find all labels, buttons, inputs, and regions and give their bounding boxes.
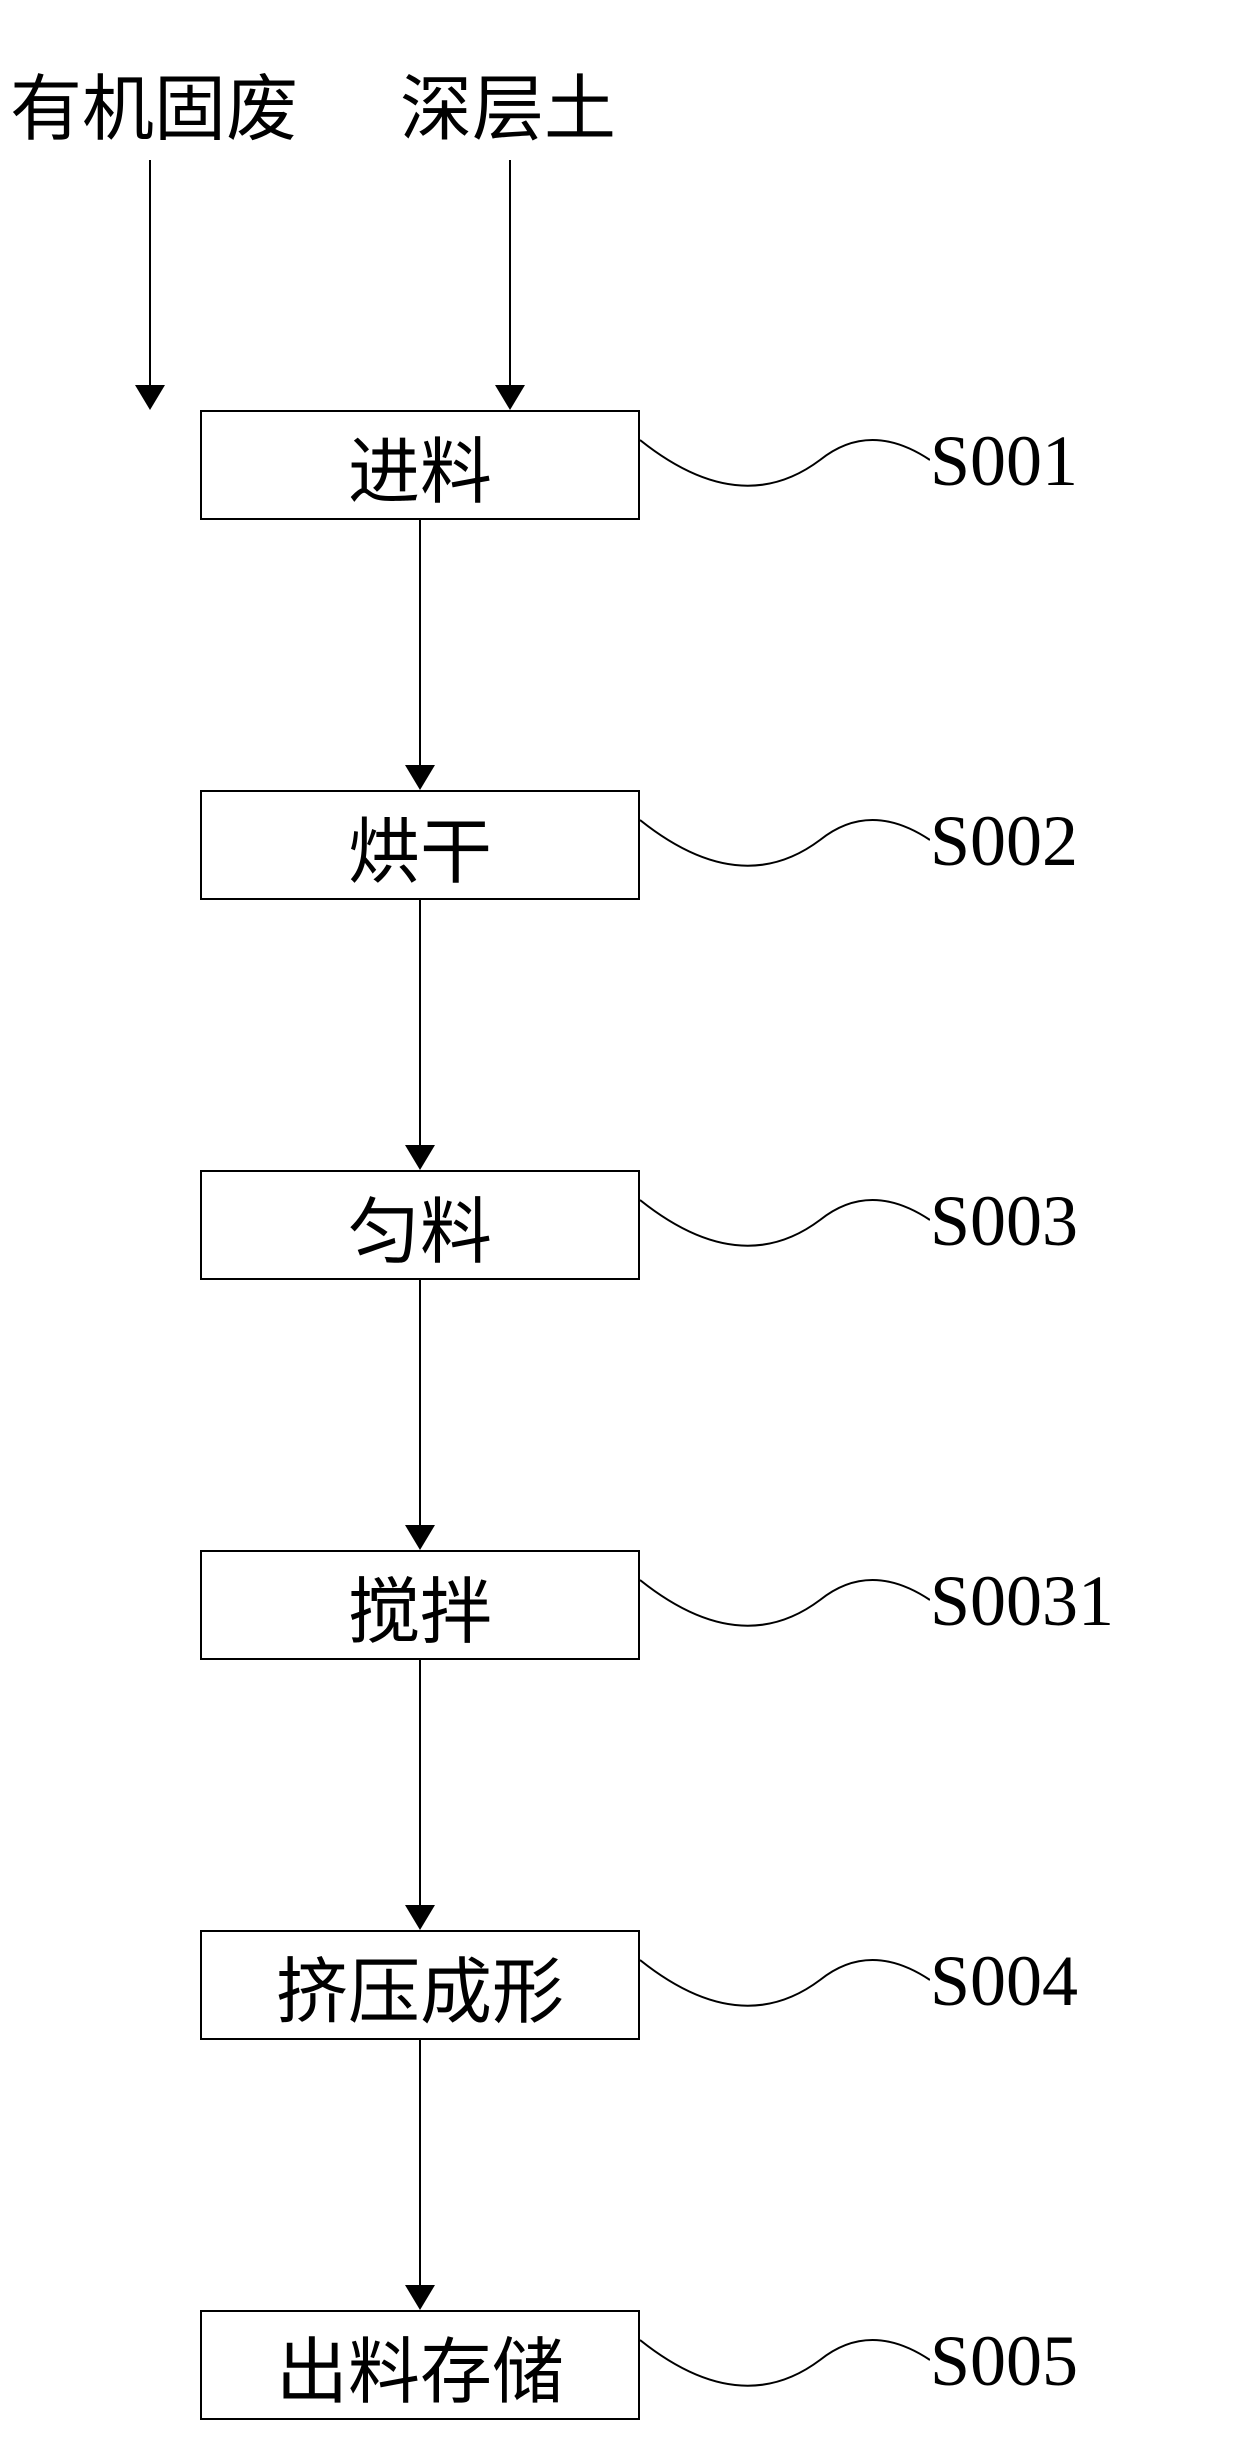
- input-arrow-2-line: [509, 160, 511, 395]
- connector-s002: [640, 790, 930, 890]
- input-arrow-1-head: [135, 385, 165, 410]
- step-arrow-3-line: [419, 1280, 421, 1535]
- step-arrow-5-line: [419, 2040, 421, 2295]
- step-label-s005: S005: [930, 2320, 1078, 2403]
- process-box-s0031: 搅拌: [200, 1550, 640, 1660]
- connector-s001: [640, 410, 930, 510]
- step-label-s001: S001: [930, 420, 1078, 503]
- step-label-s004: S004: [930, 1940, 1078, 2023]
- process-label-s005: 出料存储: [276, 2313, 564, 2418]
- process-label-s003: 匀料: [348, 1173, 492, 1278]
- input-label-1: 有机固废: [10, 50, 298, 155]
- step-arrow-1-head: [405, 765, 435, 790]
- process-box-s004: 挤压成形: [200, 1930, 640, 2040]
- step-arrow-4-head: [405, 1905, 435, 1930]
- process-box-s002: 烘干: [200, 790, 640, 900]
- process-box-s005: 出料存储: [200, 2310, 640, 2420]
- step-arrow-1-line: [419, 520, 421, 775]
- connector-s003: [640, 1170, 930, 1270]
- connector-s005: [640, 2310, 930, 2410]
- process-label-s002: 烘干: [348, 793, 492, 898]
- input-label-2: 深层土: [400, 50, 616, 155]
- process-box-s001: 进料: [200, 410, 640, 520]
- step-label-s003: S003: [930, 1180, 1078, 1263]
- input-arrow-2-head: [495, 385, 525, 410]
- process-label-s001: 进料: [348, 413, 492, 518]
- process-label-s004: 挤压成形: [276, 1933, 564, 2038]
- process-box-s003: 匀料: [200, 1170, 640, 1280]
- step-arrow-4-line: [419, 1660, 421, 1915]
- input-arrow-1-line: [149, 160, 151, 395]
- process-label-s0031: 搅拌: [348, 1553, 492, 1658]
- step-arrow-5-head: [405, 2285, 435, 2310]
- step-arrow-3-head: [405, 1525, 435, 1550]
- connector-s004: [640, 1930, 930, 2030]
- step-arrow-2-head: [405, 1145, 435, 1170]
- step-arrow-2-line: [419, 900, 421, 1155]
- connector-s0031: [640, 1550, 930, 1650]
- step-label-s0031: S0031: [930, 1560, 1114, 1643]
- step-label-s002: S002: [930, 800, 1078, 883]
- flowchart-container: 有机固废 深层土 进料 S001 烘干 S002 匀料 S003 搅拌 S003…: [0, 0, 1240, 2460]
